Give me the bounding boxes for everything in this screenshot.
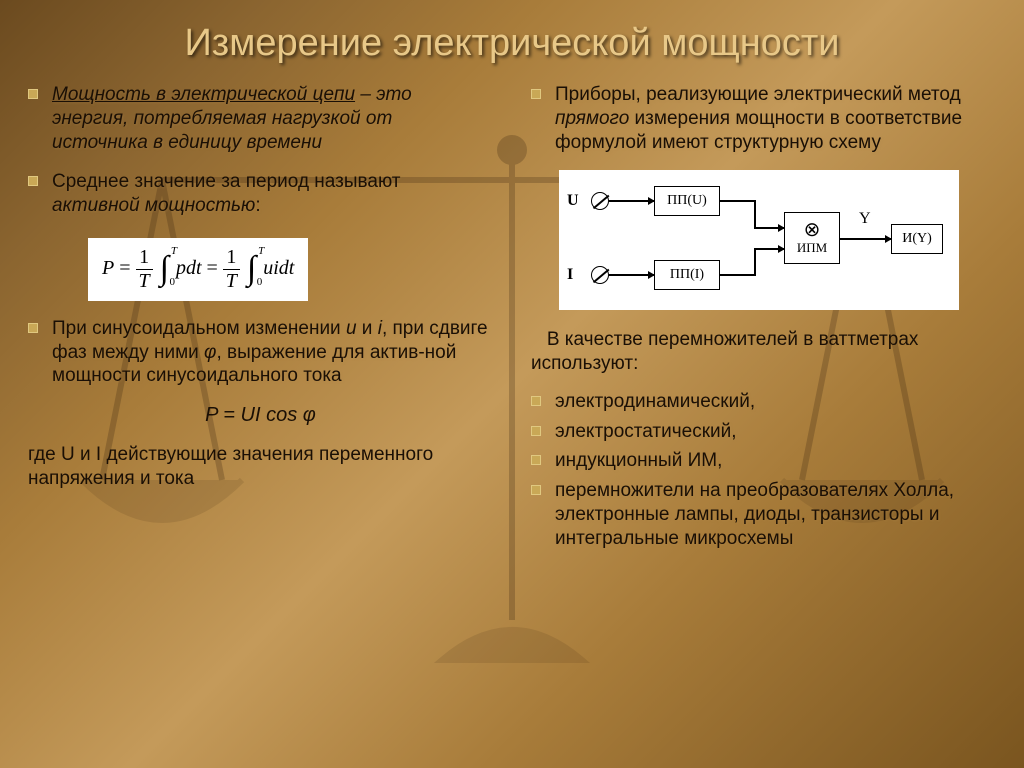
f-Tb: T <box>223 270 240 293</box>
wire <box>840 238 891 240</box>
f-P: P <box>102 257 114 279</box>
avg-pre: Среднее значение за период называют <box>52 171 401 192</box>
f-supT2: T <box>258 246 264 257</box>
bullet-active-power: Среднее значение за период называют акти… <box>28 170 493 218</box>
item-text: электродинамический, <box>555 390 755 414</box>
item-text: индукционный ИМ, <box>555 449 722 473</box>
block-ppI: ПП(I) <box>654 260 720 290</box>
wire <box>754 200 756 228</box>
bullet-icon <box>531 455 541 465</box>
list-item: электростатический, <box>531 420 996 444</box>
sin-and: и <box>357 318 378 339</box>
sin-pre: При синусоидальном изменении <box>52 318 346 339</box>
f-pdt: pdt <box>176 257 202 279</box>
block-ppU: ПП(U) <box>654 186 720 216</box>
f-supT1: T <box>171 246 177 257</box>
wire <box>720 274 755 276</box>
dev-em: прямого <box>555 108 629 129</box>
list-item: электродинамический, <box>531 390 996 414</box>
bullet-devices: Приборы, реализующие электрический метод… <box>531 83 996 154</box>
f-sub01: 0 <box>169 277 175 288</box>
bullet-icon <box>531 396 541 406</box>
avg-post: : <box>255 195 260 216</box>
bullet-icon <box>531 426 541 436</box>
label-U: U <box>567 192 579 210</box>
f-eq1: = <box>119 257 130 279</box>
wire <box>754 248 784 250</box>
label-Y: Y <box>859 210 871 228</box>
list-item: перемножители на преобразователях Холла,… <box>531 479 996 550</box>
f-eq2: = <box>207 257 218 279</box>
f-1a: 1 <box>136 246 153 270</box>
sin-u: u <box>346 318 357 339</box>
item-text: перемножители на преобразователях Холла,… <box>555 479 996 550</box>
block-ipm: ⊗ ИПМ <box>784 212 840 264</box>
ipm-label: ИПМ <box>797 240 827 256</box>
f-uidt: uidt <box>263 257 294 279</box>
wire <box>609 274 654 276</box>
integral-formula: P = 1T ∫T0 pdt = 1T ∫T0 uidt <box>88 238 308 301</box>
right-column: Приборы, реализующие электрический метод… <box>531 83 996 556</box>
def-lead: Мощность в электрической цепи <box>52 84 355 105</box>
slide-title: Измерение электрической мощности <box>0 0 1024 65</box>
terminal-U <box>591 192 609 210</box>
left-column: Мощность в электрической цепи – это энер… <box>28 83 493 556</box>
item-text: электростатический, <box>555 420 737 444</box>
f-1b: 1 <box>223 246 240 270</box>
bullet-icon <box>531 89 541 99</box>
block-out: И(Y) <box>891 224 943 254</box>
multipliers-intro: В качестве перемножителей в ваттметрах и… <box>531 328 996 376</box>
wire <box>609 200 654 202</box>
bullet-icon <box>28 89 38 99</box>
dev-pre: Приборы, реализующие электрический метод <box>555 84 961 105</box>
terminal-I <box>591 266 609 284</box>
f-sub02: 0 <box>257 277 263 288</box>
list-item: индукционный ИМ, <box>531 449 996 473</box>
bullet-icon <box>531 485 541 495</box>
wire <box>754 248 756 276</box>
mult-icon: ⊗ <box>804 220 821 240</box>
wire <box>754 227 784 229</box>
tail-note: где U и I действующие значения переменно… <box>28 443 493 491</box>
bullet-definition: Мощность в электрической цепи – это энер… <box>28 83 493 154</box>
bullet-icon <box>28 323 38 333</box>
bullet-icon <box>28 176 38 186</box>
wire <box>720 200 755 202</box>
label-I: I <box>567 266 573 284</box>
avg-em: активной мощностью <box>52 195 255 216</box>
sin-phi: φ <box>204 342 216 363</box>
f-Ta: T <box>136 270 153 293</box>
bullet-sinusoidal: При синусоидальном изменении u и i, при … <box>28 317 493 388</box>
block-diagram: U I ПП(U) ПП(I) ⊗ ИПМ Y И(Y) <box>559 170 959 310</box>
pui-formula: P = UI cos φ <box>28 404 493 427</box>
